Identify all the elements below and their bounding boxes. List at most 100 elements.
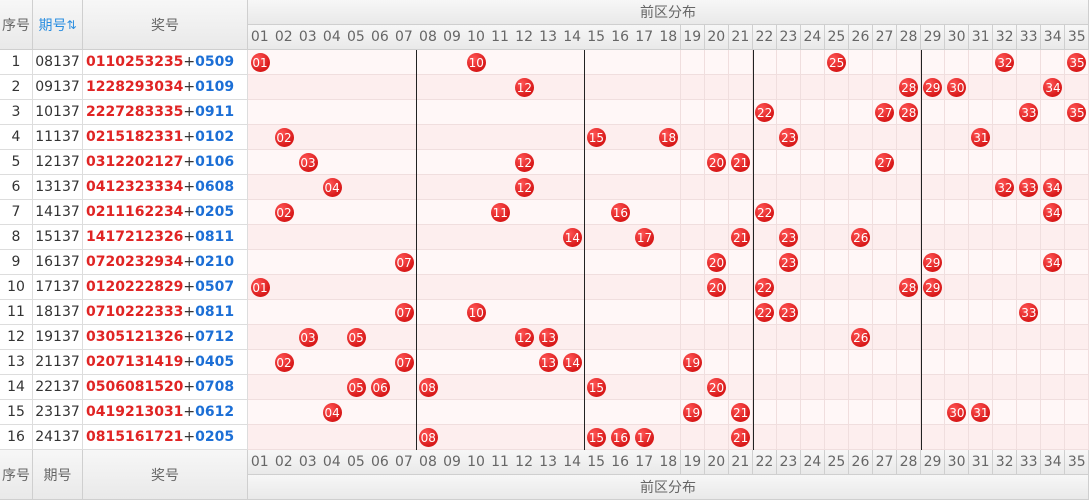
cell	[320, 200, 345, 225]
cell	[752, 400, 778, 425]
cell	[440, 200, 465, 225]
cell	[272, 375, 297, 400]
cell	[920, 425, 946, 450]
cell	[800, 275, 826, 300]
column-header: 03	[296, 25, 321, 50]
back-number: 11	[214, 104, 235, 120]
front-number: 21	[124, 229, 145, 245]
cell	[320, 300, 345, 325]
draw-footer: 奖号	[83, 450, 248, 500]
ball: 12	[514, 178, 534, 197]
column-header: 01	[248, 25, 273, 50]
cell	[248, 125, 273, 150]
plus: +	[183, 429, 196, 445]
ball: 15	[586, 378, 606, 397]
ball: 25	[827, 53, 847, 72]
cell	[416, 350, 441, 375]
back-number: 09	[195, 104, 215, 120]
cell	[368, 425, 393, 450]
column-footer: 30	[944, 450, 970, 475]
cell	[296, 350, 321, 375]
cell	[560, 75, 585, 100]
cell	[728, 200, 754, 225]
cell	[656, 150, 681, 175]
front-number: 34	[163, 254, 184, 270]
column-footer: 16	[608, 450, 633, 475]
sort-icon[interactable]: ⇅	[66, 17, 77, 32]
cell	[1040, 125, 1066, 150]
cell	[680, 175, 706, 200]
cell	[968, 275, 994, 300]
cell	[800, 50, 826, 75]
ball: 32	[995, 53, 1015, 72]
ball: 34	[1043, 178, 1063, 197]
front-number: 32	[124, 179, 145, 195]
cell	[848, 350, 874, 375]
cell	[848, 425, 874, 450]
cell	[320, 425, 345, 450]
cell	[272, 175, 297, 200]
zone-footer: 前区分布	[248, 475, 1089, 500]
cell	[272, 225, 297, 250]
row-seq: 16	[0, 425, 33, 450]
cell	[632, 175, 657, 200]
cell	[896, 250, 922, 275]
cell	[392, 425, 417, 450]
back-number: 11	[214, 229, 235, 245]
cell	[584, 350, 609, 375]
ball: 04	[322, 178, 342, 197]
back-number: 08	[214, 179, 235, 195]
front-number: 07	[105, 354, 125, 370]
column-footer: 29	[920, 450, 946, 475]
cell	[680, 75, 706, 100]
cell	[416, 75, 441, 100]
ball: 21	[731, 153, 751, 172]
cell	[680, 200, 706, 225]
cell	[344, 350, 369, 375]
cell	[1040, 350, 1066, 375]
ball: 04	[322, 403, 342, 422]
column-header: 28	[896, 25, 922, 50]
front-number: 33	[163, 304, 184, 320]
cell	[920, 300, 946, 325]
cell	[968, 325, 994, 350]
cell	[920, 125, 946, 150]
ball: 23	[779, 228, 799, 247]
cell	[512, 100, 537, 125]
column-footer: 18	[656, 450, 681, 475]
column-footer: 03	[296, 450, 321, 475]
cell	[368, 225, 393, 250]
cell	[1064, 225, 1089, 250]
front-number: 12	[124, 329, 145, 345]
cell	[1016, 75, 1042, 100]
row-issue: 17137	[33, 275, 83, 300]
cell	[368, 200, 393, 225]
cell	[296, 225, 321, 250]
back-number: 05	[214, 429, 235, 445]
row-seq: 2	[0, 75, 33, 100]
cell	[392, 225, 417, 250]
cell	[368, 50, 393, 75]
column-header: 18	[656, 25, 681, 50]
back-number: 07	[214, 279, 235, 295]
zone-header: 前区分布	[248, 0, 1089, 25]
cell	[944, 425, 970, 450]
cell	[608, 75, 633, 100]
cell	[488, 425, 513, 450]
plus: +	[183, 79, 196, 95]
cell	[872, 250, 898, 275]
front-number: 20	[105, 254, 125, 270]
ball: 21	[731, 403, 751, 422]
cell	[656, 275, 681, 300]
cell	[944, 350, 970, 375]
cell	[440, 175, 465, 200]
column-header: 02	[272, 25, 297, 50]
front-number: 02	[86, 129, 106, 145]
cell	[632, 50, 657, 75]
cell	[680, 150, 706, 175]
column-header: 25	[824, 25, 850, 50]
cell	[368, 100, 393, 125]
cell	[824, 100, 850, 125]
column-footer: 33	[1016, 450, 1042, 475]
row-draw: 08 15 16 17 21 + 02 05	[83, 425, 248, 450]
